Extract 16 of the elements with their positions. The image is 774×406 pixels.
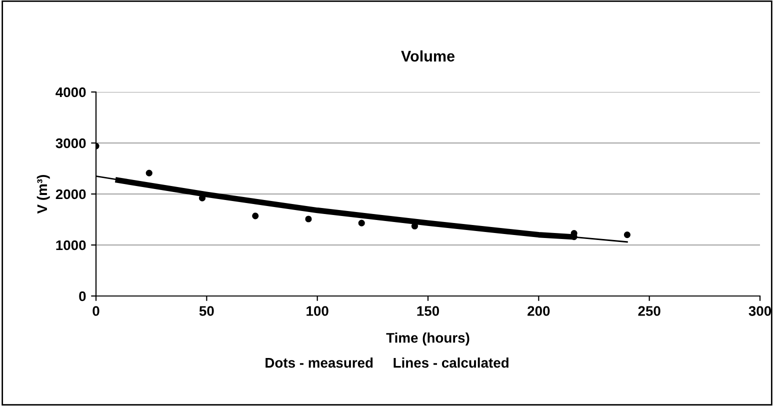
x-tick-label: 200 [528, 306, 550, 316]
y-tick-label: 2000 [56, 189, 86, 200]
x-tick-label: 150 [417, 306, 440, 316]
y-tick-label: 0 [79, 291, 86, 302]
x-tick-label: 250 [638, 306, 660, 316]
x-axis-title: Time (hours) [386, 332, 470, 346]
x-tick-label: 0 [92, 306, 100, 316]
chart-title: Volume [401, 50, 455, 62]
y-tick-label: 3000 [56, 138, 86, 148]
y-tick-label: 4000 [56, 87, 86, 98]
x-tick-label: 300 [748, 306, 772, 316]
y-axis-title: V (m³) [36, 175, 50, 214]
y-tick-label: 1000 [56, 240, 86, 250]
text: Dots - measured Lines - calculated [266, 358, 508, 368]
x-tick-label: 50 [199, 306, 214, 316]
x-tick-label: 100 [306, 306, 328, 316]
